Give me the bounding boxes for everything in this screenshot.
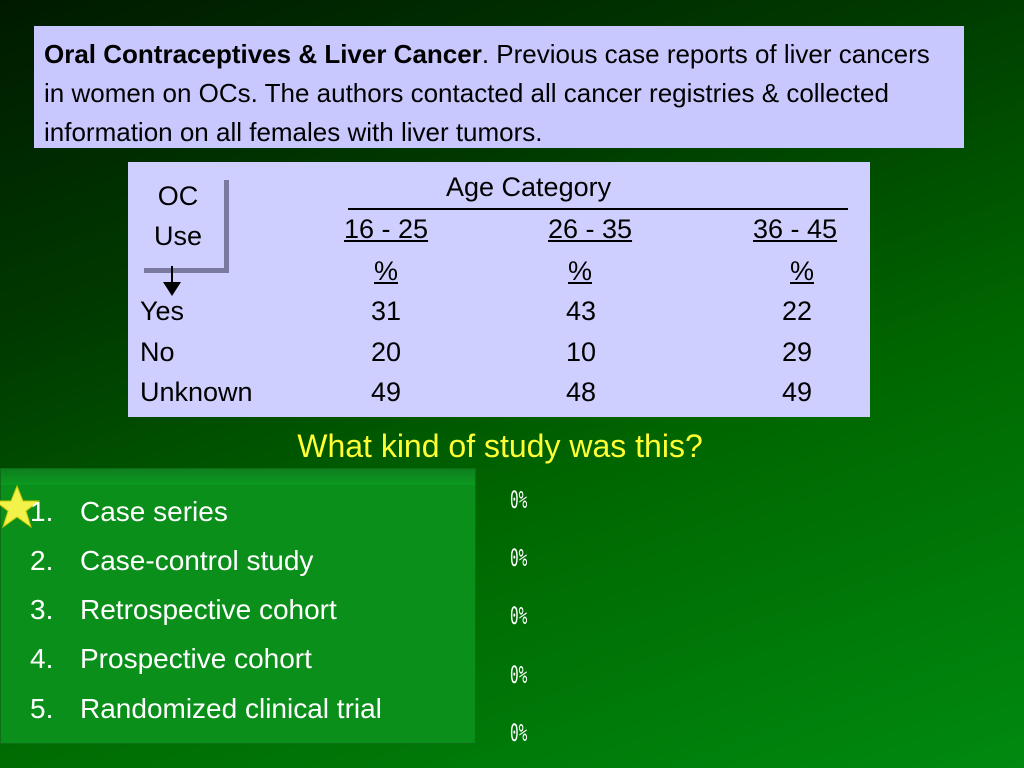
row-label-no: No (140, 337, 175, 367)
answer-option-2[interactable]: 2. Case-control study (30, 545, 313, 577)
oc-label-line1: OC (157, 181, 199, 211)
answer-percent-1: 0% (510, 486, 528, 514)
age-header-rule (348, 208, 848, 210)
answer-label: Prospective cohort (80, 643, 312, 674)
answer-number: 4. (30, 643, 54, 674)
down-arrow-head (163, 282, 181, 296)
answer-label: Retrospective cohort (80, 594, 337, 625)
oc-box-shadow (144, 180, 229, 273)
unit-3: % (790, 256, 815, 286)
answer-option-5[interactable]: 5. Randomized clinical trial (30, 693, 382, 725)
row-label-unknown: Unknown (140, 377, 253, 407)
intro-title: Oral Contraceptives & Liver Cancer (44, 39, 482, 69)
cell-unknown-1: 49 (371, 377, 402, 407)
answer-percent-2: 0% (510, 544, 528, 572)
answers-panel (0, 468, 476, 744)
answer-label: Randomized clinical trial (80, 693, 382, 724)
answer-option-3[interactable]: 3. Retrospective cohort (30, 594, 337, 626)
row-label-yes: Yes (140, 296, 185, 326)
col-header-3: 36 - 45 (753, 214, 838, 244)
intro-text: . Previous case reports of liver cancers… (44, 39, 930, 147)
cell-no-1: 20 (371, 337, 402, 367)
age-category-header: Age Category (446, 172, 612, 202)
oc-label-line2: Use (153, 221, 202, 251)
answer-label: Case series (80, 496, 228, 527)
answer-number: 5. (30, 693, 54, 724)
answer-percent-3: 0% (510, 602, 528, 630)
cell-unknown-3: 49 (782, 377, 813, 407)
col-header-1: 16 - 25 (344, 214, 429, 244)
data-table: OC Use Age Category 16 - 25 26 - 35 36 -… (128, 162, 870, 417)
col-header-2: 26 - 35 (548, 214, 633, 244)
answer-number: 1. (30, 496, 54, 527)
cell-yes-2: 43 (566, 296, 597, 326)
unit-1: % (374, 256, 399, 286)
answer-option-4[interactable]: 4. Prospective cohort (30, 643, 312, 675)
cell-no-2: 10 (566, 337, 597, 367)
answer-percent-4: 0% (510, 661, 528, 689)
down-arrow-icon (171, 266, 173, 288)
answer-label: Case-control study (80, 545, 314, 576)
unit-2: % (568, 256, 593, 286)
intro-box: Oral Contraceptives & Liver Cancer. Prev… (34, 26, 964, 148)
answer-option-1[interactable]: 1. Case series (30, 496, 228, 528)
cell-unknown-2: 48 (566, 377, 597, 407)
star-icon (0, 484, 40, 529)
cell-yes-1: 31 (371, 296, 402, 326)
cell-yes-3: 22 (782, 296, 813, 326)
cell-no-3: 29 (782, 337, 813, 367)
answer-number: 3. (30, 594, 54, 625)
question-text: What kind of study was this? (297, 428, 703, 464)
answer-percent-5: 0% (510, 719, 528, 747)
answer-number: 2. (30, 545, 54, 576)
oc-use-label: OC Use (138, 176, 218, 264)
